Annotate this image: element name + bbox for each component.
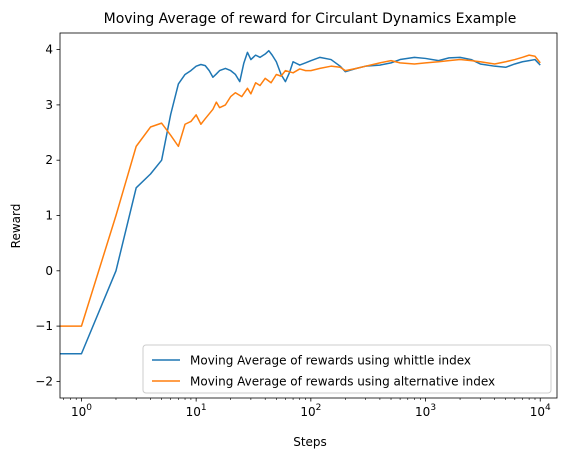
y-tick-label: −2 — [35, 374, 53, 388]
chart-title: Moving Average of reward for Circulant D… — [104, 11, 517, 27]
y-tick-label: 0 — [45, 264, 53, 278]
plot-area: 100 101 102 103 104 −2 −1 0 1 2 3 4 Moving Average o… — [35, 32, 558, 419]
x-tick-label: 104 — [530, 403, 551, 419]
y-tick-label: 1 — [45, 209, 53, 223]
y-tick-label: −1 — [35, 319, 53, 333]
x-axis-label: Steps — [293, 435, 327, 449]
y-axis-label: Reward — [9, 204, 23, 249]
series-line-2 — [60, 54, 541, 327]
x-tick-label: 101 — [186, 403, 207, 419]
x-tick-label: 103 — [415, 403, 436, 419]
legend-label-1: Moving Average of rewards using whittle … — [190, 354, 471, 368]
legend-box — [142, 344, 552, 394]
y-tick-label: 2 — [45, 153, 53, 167]
y-tick-label: 4 — [45, 43, 53, 57]
legend-label-2: Moving Average of rewards using alternat… — [190, 375, 495, 389]
y-tick-label: 3 — [45, 98, 53, 112]
x-tick-label: 102 — [300, 403, 321, 419]
series-line-1 — [60, 49, 541, 355]
x-tick-label: 100 — [71, 403, 92, 419]
plot-frame — [59, 32, 558, 399]
